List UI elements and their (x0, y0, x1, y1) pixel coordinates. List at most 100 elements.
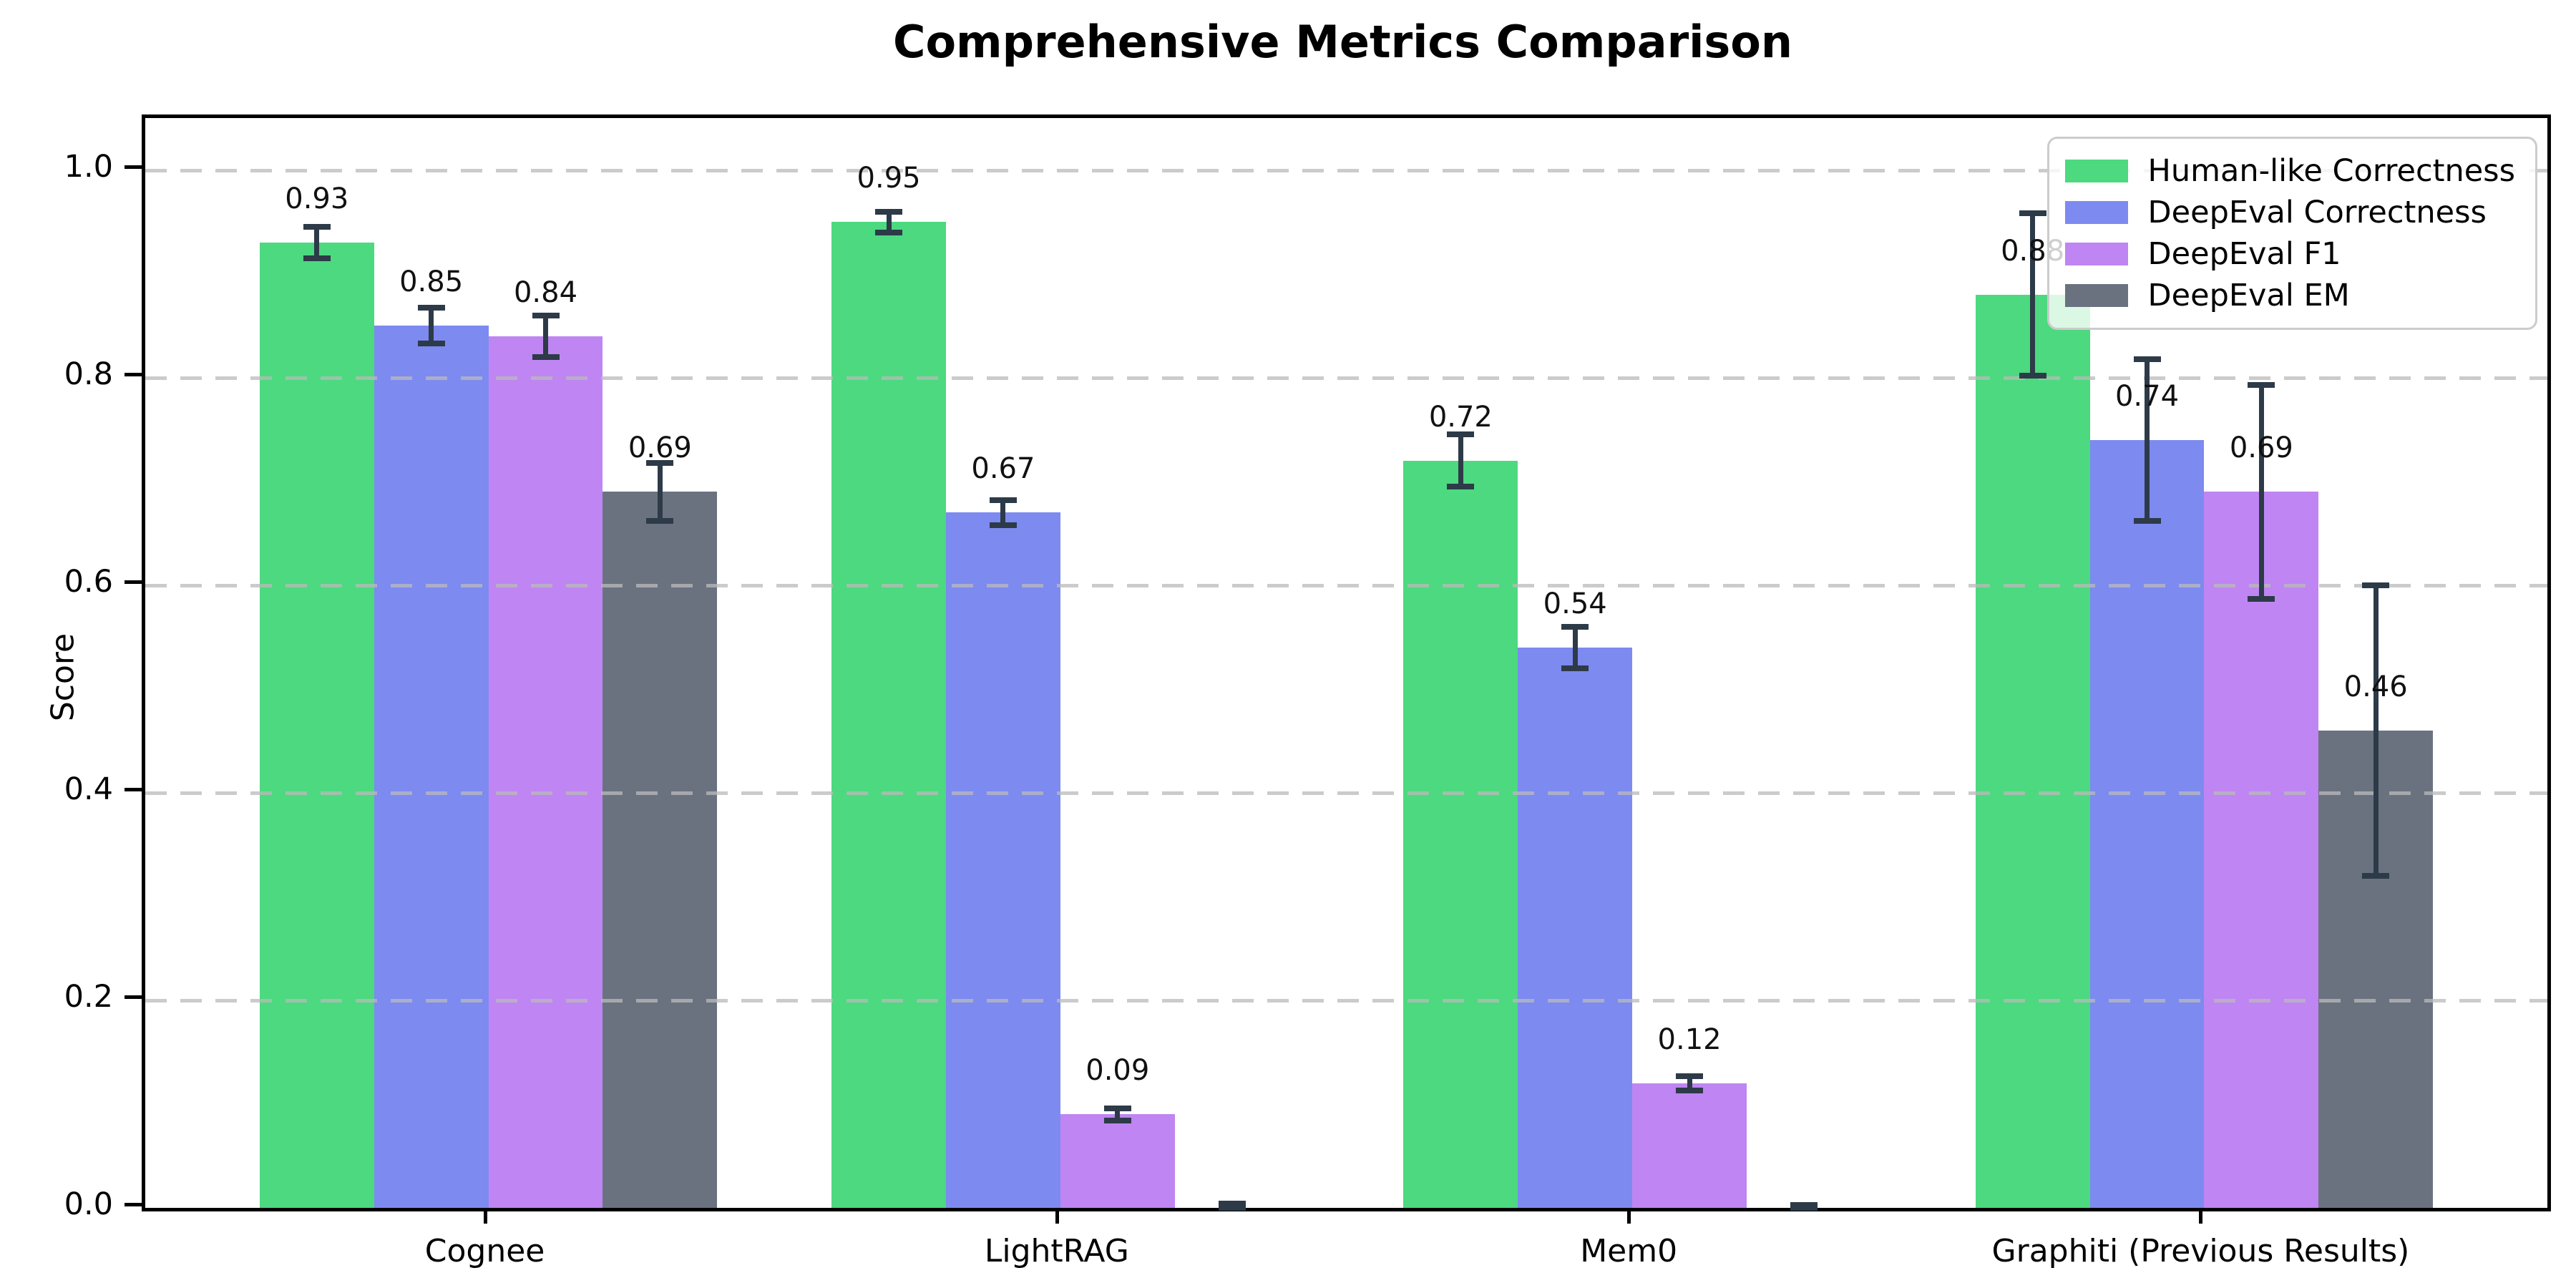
error-bar (1115, 1108, 1121, 1121)
error-bar-cap (1447, 483, 1475, 489)
x-axis-tick (483, 1208, 487, 1224)
legend-item-label: DeepEval EM (2147, 278, 2350, 313)
error-bar-cap (303, 255, 331, 261)
bar-graphiti-series1 (2089, 439, 2205, 1208)
error-bar-cap (1103, 1118, 1131, 1124)
error-bar-cap (2019, 210, 2046, 217)
error-bar (314, 227, 320, 258)
x-axis-tick-label-1: LightRAG (984, 1233, 1129, 1269)
error-bar (1000, 499, 1006, 525)
error-bar-cap (532, 353, 560, 360)
error-bar (2145, 358, 2150, 521)
error-bar-cap (1676, 1088, 1704, 1094)
bar-mem0-series2 (1632, 1083, 1747, 1208)
legend-swatch-icon (2064, 243, 2128, 265)
y-axis-tick-label: 0.4 (64, 771, 113, 807)
bar-value-label: 0.84 (513, 275, 578, 309)
error-bar-cap (303, 224, 331, 230)
bar-mem0-series0 (1403, 460, 1518, 1208)
error-bar-cap (1447, 431, 1475, 438)
legend-swatch-icon (2064, 284, 2128, 307)
legend-item: DeepEval EM (2064, 275, 2515, 316)
plot-area: 0.93 0.95 0.72 0.88 0.85 0.67 0.54 0.74 0.84 0.09… (142, 114, 2551, 1211)
bar-cognee-series1 (374, 326, 489, 1208)
bar-graphiti-series2 (2204, 492, 2319, 1208)
error-bar-cap (2248, 595, 2275, 602)
y-axis-tick-label: 0.8 (64, 356, 113, 392)
error-bar (2373, 585, 2379, 876)
error-bar-cap (2133, 517, 2161, 524)
bar-value-label: 0.12 (1657, 1023, 1722, 1056)
bar-cognee-series2 (488, 336, 603, 1208)
x-axis-tick (2199, 1208, 2203, 1224)
error-bar (1458, 434, 1463, 487)
bar-cognee-series3 (602, 492, 718, 1208)
legend-item-label: Human-like Correctness (2147, 153, 2515, 189)
y-axis-tick-label: 0.6 (64, 563, 113, 600)
x-axis-tick (1055, 1208, 1059, 1224)
bar-value-label: 0.69 (628, 431, 692, 465)
bar-lightrag-series0 (831, 222, 946, 1208)
error-bar-cap (2362, 872, 2390, 879)
y-axis-tick (125, 372, 142, 376)
error-bar-cap (989, 522, 1017, 528)
bar-lightrag-series2 (1060, 1114, 1175, 1208)
y-axis-label: Score (44, 633, 82, 722)
legend-item: Human-like Correctness (2064, 150, 2515, 192)
error-bar-cap (2133, 356, 2161, 362)
error-bar-cap (417, 340, 445, 346)
y-axis-tick-label: 1.0 (64, 148, 113, 185)
error-bar-cap (875, 208, 903, 215)
bar-graphiti-series0 (1975, 294, 2090, 1208)
error-bar (1687, 1075, 1692, 1091)
error-bar-cap (646, 517, 674, 524)
error-bar-cap (1561, 665, 1589, 671)
error-bar (2258, 384, 2264, 599)
legend-swatch-icon (2064, 160, 2128, 182)
legend-item: DeepEval Correctness (2064, 192, 2515, 233)
legend-item-label: DeepEval Correctness (2147, 195, 2487, 230)
error-bar (429, 308, 434, 343)
error-bar-cap (2248, 381, 2275, 388)
bar-value-label: 0.74 (2114, 379, 2180, 413)
bar-mem0-series1 (1518, 647, 1633, 1208)
chart-title: Comprehensive Metrics Comparison (892, 16, 1793, 68)
error-bar (886, 211, 892, 233)
x-axis-tick (1627, 1208, 1631, 1224)
error-bar-cap (532, 312, 560, 318)
error-bar (543, 315, 548, 357)
x-axis-tick-label-2: Mem0 (1580, 1233, 1678, 1269)
legend-item: DeepEval F1 (2064, 233, 2515, 275)
legend: Human-like Correctness DeepEval Correctne… (2046, 137, 2537, 330)
error-bar-cap (1790, 1205, 1818, 1211)
y-axis-tick (125, 580, 142, 584)
y-axis-tick-label: 0.0 (64, 1186, 113, 1222)
error-bar-cap (1218, 1201, 1246, 1207)
error-bar-cap (875, 229, 903, 235)
bar-lightrag-series1 (946, 512, 1060, 1208)
error-bar-cap (1561, 623, 1589, 630)
error-bar (1572, 626, 1578, 668)
error-bar-cap (417, 305, 445, 311)
y-axis-tick (125, 995, 142, 999)
y-axis-tick (125, 165, 142, 169)
error-bar-cap (1218, 1205, 1246, 1211)
bar-value-label: 0.69 (2229, 431, 2293, 465)
y-axis-tick (125, 787, 142, 791)
error-bar-cap (1676, 1073, 1704, 1079)
error-bar-cap (646, 459, 674, 466)
bar-value-label: 0.09 (1085, 1054, 1150, 1088)
x-axis-tick-label-0: Cognee (424, 1233, 545, 1269)
error-bar-cap (2362, 582, 2390, 588)
error-bar-cap (2019, 372, 2046, 379)
y-axis-tick-label: 0.2 (64, 978, 113, 1015)
error-bar (657, 462, 663, 521)
legend-swatch-icon (2064, 201, 2128, 224)
error-bar-cap (1790, 1201, 1818, 1208)
y-axis-tick (125, 1203, 142, 1206)
bar-value-label: 0.72 (1428, 400, 1493, 434)
bar-value-label: 0.54 (1543, 587, 1607, 620)
legend-item-label: DeepEval F1 (2147, 236, 2341, 272)
bar-value-label: 0.85 (399, 265, 464, 299)
